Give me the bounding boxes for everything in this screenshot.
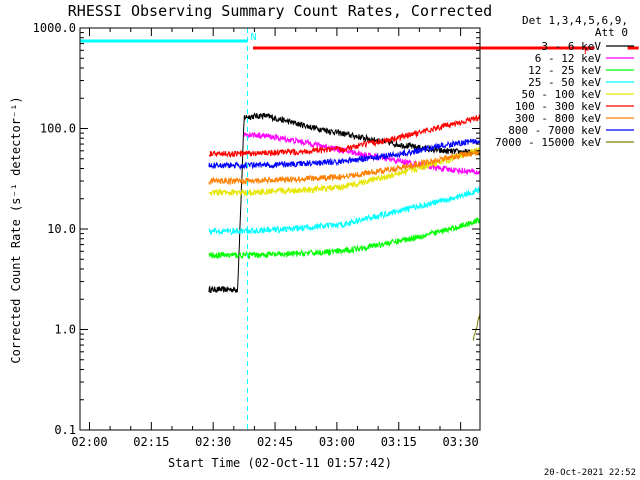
series-line-1: [208, 111, 480, 294]
legend-entry-label: 3 - 6 keV: [541, 40, 601, 53]
x-tick-label: 02:45: [257, 435, 293, 449]
legend-entry-label: 50 - 100 keV: [522, 88, 602, 101]
series-line-3: [208, 216, 480, 260]
legend-entry-label: 6 - 12 keV: [535, 52, 602, 65]
legend-entry-label: 300 - 800 keV: [515, 112, 601, 125]
legend-header: Att 0: [595, 26, 628, 39]
y-tick-label: 1.0: [54, 323, 76, 337]
legend-entry-label: 25 - 50 keV: [528, 76, 601, 89]
x-tick-label: 02:15: [133, 435, 169, 449]
axes: 0.1 1.0 10.0 100.0 1000.0 02:00 02:15 02:30 02:4…: [33, 21, 481, 449]
y-tick-label: 100.0: [40, 122, 76, 136]
flag-label-n: N: [250, 32, 256, 43]
legend-header: Det 1,3,4,5,6,9,: [522, 14, 628, 27]
legend-entry-label: 12 - 25 keV: [528, 64, 601, 77]
legend-entry-label: 800 - 7000 keV: [508, 124, 601, 137]
series-line-6: [208, 114, 480, 159]
series-line-4: [208, 186, 480, 236]
y-tick-label: 0.1: [54, 423, 76, 437]
series-line-8: [208, 138, 480, 171]
x-axis-title: Start Time (02-Oct-11 01:57:42): [168, 456, 392, 470]
legend-entry-label: 100 - 300 keV: [515, 100, 601, 113]
y-tick-label: 10.0: [47, 222, 76, 236]
x-tick-label: 02:00: [71, 435, 107, 449]
y-axis-title: Corrected Count Rate (s⁻¹ detector⁻¹): [9, 96, 23, 363]
y-tick-label: 1000.0: [33, 21, 76, 35]
x-tick-label: 03:00: [319, 435, 355, 449]
flag-label-f: F: [584, 46, 590, 57]
footer-timestamp: 20-Oct-2021 22:52: [544, 468, 636, 478]
plot-area: FN: [80, 28, 639, 430]
legend-entry-label: 7000 - 15000 keV: [495, 136, 601, 149]
series-line-5: [208, 147, 480, 198]
x-tick-label: 03:30: [443, 435, 479, 449]
x-tick-label: 02:30: [195, 435, 231, 449]
x-tick-label: 03:15: [381, 435, 417, 449]
series-line-2: [243, 132, 480, 176]
chart-title: RHESSI Observing Summary Count Rates, Co…: [68, 2, 492, 20]
series-line-7: [208, 148, 480, 186]
